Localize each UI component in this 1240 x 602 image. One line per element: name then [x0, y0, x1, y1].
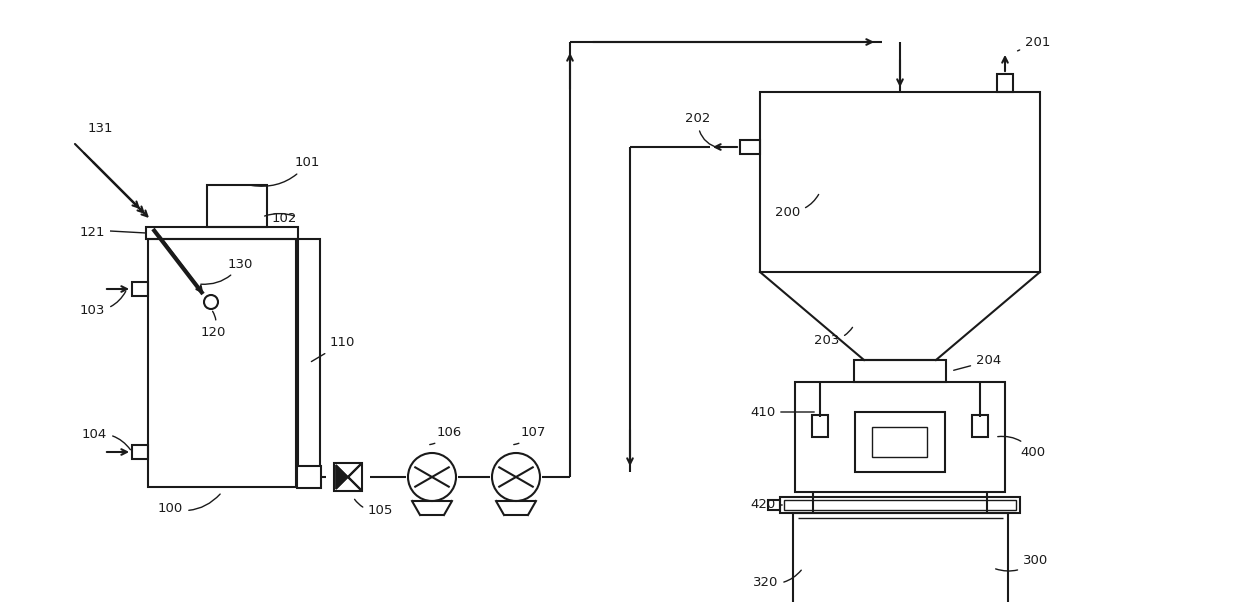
Bar: [131, 282, 148, 296]
Bar: [784, 500, 1016, 510]
Bar: [812, 415, 828, 437]
Text: 131: 131: [88, 122, 114, 135]
Text: 110: 110: [311, 337, 356, 362]
Bar: [780, 497, 1021, 513]
Bar: [856, 412, 945, 472]
Bar: [997, 74, 1013, 92]
Bar: [760, 92, 1040, 272]
Text: 130: 130: [201, 258, 253, 284]
Bar: [872, 427, 928, 457]
Text: 101: 101: [252, 157, 320, 186]
Bar: [298, 466, 321, 488]
Polygon shape: [336, 465, 348, 489]
Text: 201: 201: [1018, 36, 1050, 51]
Text: 203: 203: [813, 327, 853, 347]
Bar: [298, 239, 320, 487]
Text: 120: 120: [201, 311, 227, 338]
Text: 202: 202: [684, 113, 719, 148]
Text: 102: 102: [272, 213, 298, 226]
Text: 204: 204: [954, 355, 1001, 370]
Bar: [795, 382, 1004, 492]
Text: 200: 200: [775, 194, 818, 219]
Text: 105: 105: [355, 499, 393, 518]
Bar: [207, 185, 267, 227]
Text: 410: 410: [750, 406, 815, 418]
Text: 106: 106: [430, 426, 463, 445]
Bar: [148, 239, 296, 487]
Text: 100: 100: [157, 494, 221, 515]
Text: 420: 420: [750, 498, 782, 512]
Text: 103: 103: [81, 291, 125, 317]
Bar: [972, 415, 988, 437]
Text: 104: 104: [82, 427, 130, 450]
Text: 400: 400: [998, 436, 1045, 459]
Bar: [131, 445, 148, 459]
Text: 320: 320: [753, 570, 801, 589]
Text: 121: 121: [81, 226, 105, 240]
Polygon shape: [336, 465, 348, 489]
Text: 107: 107: [513, 426, 547, 445]
Text: 300: 300: [996, 553, 1048, 571]
Bar: [854, 360, 946, 382]
Bar: [740, 140, 760, 154]
Bar: [334, 463, 362, 491]
Polygon shape: [348, 465, 360, 489]
Bar: [794, 513, 1008, 602]
Bar: [768, 500, 780, 510]
Bar: [146, 227, 298, 239]
